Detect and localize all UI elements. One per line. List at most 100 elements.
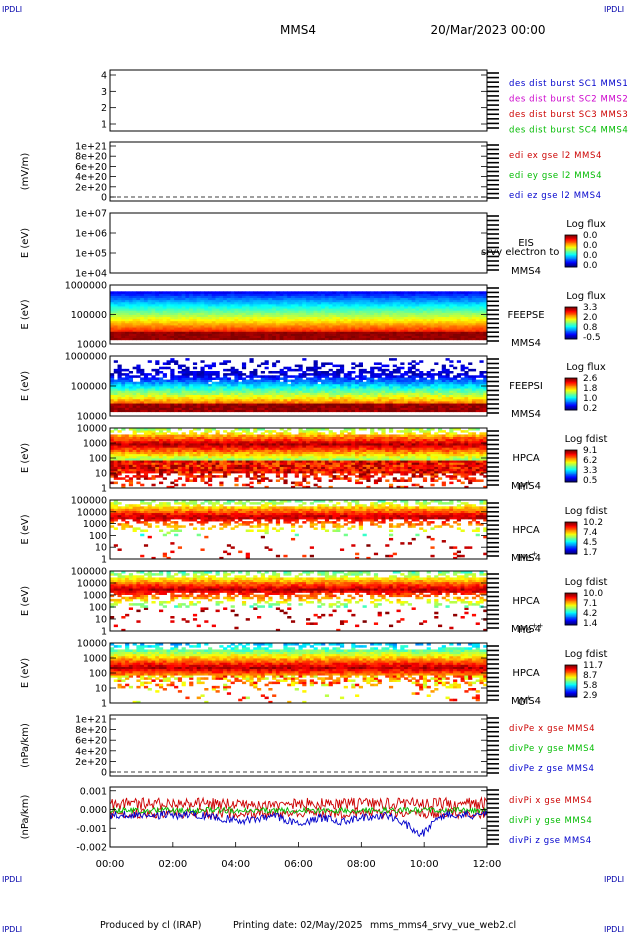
- instrument-spacecraft: MMS4: [511, 696, 541, 707]
- ytick-labels-des-dist-burst: 1 2 3 4: [101, 71, 487, 131]
- ylabel-eis: E (eV): [20, 228, 31, 258]
- frame-edi-e-gse: [109, 141, 488, 202]
- footer-printing-date: Printing date: 02/May/2025: [233, 920, 363, 931]
- xtick-label: 02:00: [158, 859, 187, 870]
- species-label: He+: [518, 550, 538, 564]
- instrument-name: HPCA: [512, 525, 540, 536]
- instrument-spacecraft: MMS4: [511, 624, 541, 635]
- colorbar-tick-label: 4.2: [583, 609, 597, 619]
- legend-entry: des dist burst SC3 MMS3: [509, 110, 628, 120]
- ytick-label: 1e+07: [75, 209, 107, 220]
- ytick-labels-feepse: 10000 100000 1000000: [65, 281, 487, 351]
- ytick-label: 3: [101, 87, 107, 98]
- colorbar-tick-label: 0.0: [583, 251, 598, 261]
- corner-label-bottom-right: IPDLI: [604, 925, 624, 934]
- panel-feepsi: 10000 100000 1000000 E (eV) FEEPSI MMS4 Log fl…: [20, 352, 606, 423]
- xtick-label: 08:00: [347, 859, 376, 870]
- xtick-label: 12:00: [473, 859, 502, 870]
- instrument-spacecraft: MMS4: [511, 338, 541, 349]
- colorbar-frame: [564, 521, 578, 555]
- ytick-label: 6e+20: [75, 736, 107, 747]
- colorbar-tick-label: 1.4: [583, 619, 598, 629]
- minor-ticks-divpe: [487, 717, 499, 774]
- ytick-labels-feepsi: 10000 100000 1000000: [65, 352, 487, 423]
- minor-ticks-edi-e-gse: [487, 144, 499, 199]
- footer-producer: Produced by cl (IRAP): [100, 920, 201, 931]
- instrument-label-feepsi: FEEPSI MMS4: [509, 381, 543, 420]
- colorbar-tick-label: 7.1: [583, 599, 597, 609]
- minor-ticks-hpca-o: [487, 645, 499, 701]
- ylabel-hpca-he: E (eV): [20, 514, 31, 544]
- colorbar-tick-label: 5.8: [583, 681, 598, 691]
- ytick-label: 8e+20: [75, 152, 107, 163]
- instrument-name: FEEPSI: [509, 381, 543, 392]
- instrument-name: EIS: [518, 238, 534, 249]
- ylabel-divpi: (nPa/km): [20, 795, 31, 840]
- ytick-label: 100: [89, 669, 107, 680]
- ytick-label: 1e+05: [75, 249, 107, 260]
- legend-entry: divPi z gse MMS4: [509, 836, 592, 846]
- colorbar-tick-label: 4.5: [583, 538, 597, 548]
- corner-label-bottom-left: IPDLI: [2, 925, 22, 934]
- ytick-label: 1e+04: [75, 269, 107, 280]
- frame-eis: [109, 212, 488, 274]
- minor-ticks-eis: [487, 215, 499, 271]
- frame-divpe: [109, 714, 488, 777]
- colorbar-tick-label: 11.7: [583, 661, 603, 671]
- ytick-label: 6e+20: [75, 162, 107, 173]
- ytick-label: 1: [101, 484, 107, 495]
- ytick-label: 1000: [83, 591, 107, 602]
- ytick-label: 10: [95, 469, 107, 480]
- colorbar-tick-label: 0.0: [583, 241, 598, 251]
- ytick-label: 1: [101, 120, 107, 131]
- ylabel-feepse: E (eV): [20, 299, 31, 329]
- ytick-label: 100000: [71, 310, 107, 321]
- colorbar-tick-label: 0.5: [583, 476, 597, 486]
- colorbar-tick-label: 6.2: [583, 456, 597, 466]
- ytick-label: -0.001: [76, 824, 107, 835]
- ytick-label: 10000: [77, 340, 107, 351]
- colorbar-frame: [564, 592, 578, 626]
- instrument-name: HPCA: [512, 668, 540, 679]
- legend-entry: des dist burst SC1 MMS1: [509, 79, 628, 89]
- colorbar-tick-label: 0.0: [583, 231, 598, 241]
- colorbar-tick-label: 2.9: [583, 691, 598, 701]
- colorbar-tick-label: 2.0: [583, 313, 598, 323]
- heatmap-cells-hpca-hepp: [110, 571, 488, 632]
- ylabel-hpca-hepp: E (eV): [20, 586, 31, 616]
- colorbar-tick-label: 1.8: [583, 384, 598, 394]
- legend-entry: divPe z gse MMS4: [509, 764, 595, 774]
- instrument-name: HPCA: [512, 453, 540, 464]
- heatmap-cells-hpca-o: [110, 643, 488, 704]
- ytick-label: 1: [101, 555, 107, 566]
- colorbar-title: Log flux: [566, 291, 606, 302]
- xtick-label: 00:00: [96, 859, 125, 870]
- minor-ticks-feepsi: [487, 358, 499, 414]
- legend-entry: divPi x gse MMS4: [509, 796, 592, 806]
- ytick-label: 10000: [77, 507, 107, 518]
- ytick-label: 10000: [77, 579, 107, 590]
- date-title: 20/Mar/2023 00:00: [431, 23, 546, 37]
- colorbar-frame: [564, 306, 578, 340]
- traces-divpi: [109, 796, 488, 838]
- ylabel-edi-e-gse: (mV/m): [20, 153, 31, 191]
- colorbar-title: Log fdist: [565, 434, 608, 445]
- ytick-label: 10000: [77, 412, 107, 423]
- ytick-label: 100: [89, 531, 107, 542]
- minor-ticks-feepse: [487, 287, 499, 342]
- ytick-label: 1e+06: [75, 229, 107, 240]
- colorbar-tick-label: -0.5: [583, 333, 601, 343]
- colorbar-frame: [564, 377, 578, 411]
- ytick-label: 1e+21: [75, 142, 107, 153]
- colorbar-tick-label: 1.7: [583, 548, 597, 558]
- ytick-label: 1e+21: [75, 715, 107, 726]
- heatmap-cells-hpca-he: [110, 500, 488, 560]
